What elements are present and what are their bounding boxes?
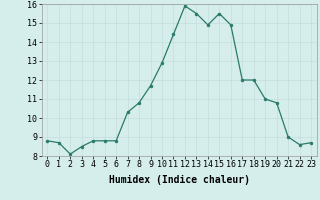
X-axis label: Humidex (Indice chaleur): Humidex (Indice chaleur) bbox=[109, 175, 250, 185]
